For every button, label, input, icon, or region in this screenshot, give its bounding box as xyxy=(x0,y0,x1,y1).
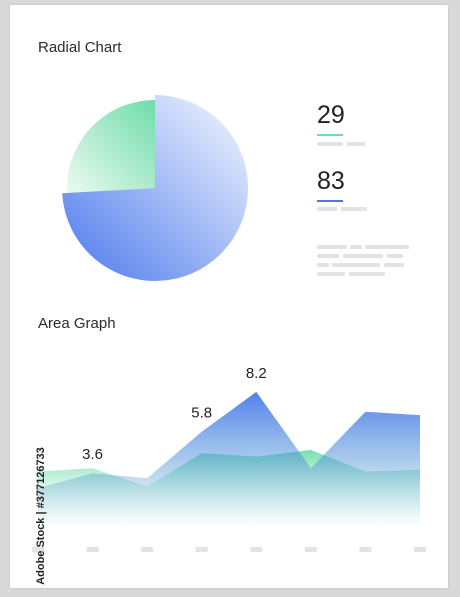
placeholder-text xyxy=(341,207,367,211)
data-label: 8.2 xyxy=(246,365,267,382)
x-tick-placeholder xyxy=(195,547,208,552)
stat-underline-blue xyxy=(317,200,343,202)
data-label: 5.8 xyxy=(191,405,212,422)
placeholder-text xyxy=(343,254,383,258)
placeholder-text xyxy=(347,142,365,146)
area-graph-title: Area Graph xyxy=(38,315,116,332)
x-tick-placeholder xyxy=(304,547,317,552)
stat-underline-green xyxy=(317,134,343,136)
x-tick-placeholder xyxy=(359,547,372,552)
placeholder-text xyxy=(317,245,347,249)
placeholder-text xyxy=(349,272,385,276)
stat-value-blue: 83 xyxy=(317,167,345,195)
chart-card: Radial Chart 29 83 Area Graph xyxy=(10,5,448,588)
pie-slice xyxy=(62,95,249,281)
placeholder-text xyxy=(317,263,329,267)
x-tick-placeholder xyxy=(141,547,154,552)
placeholder-text xyxy=(365,245,409,249)
data-label: 3.6 xyxy=(82,446,103,463)
pie-slice xyxy=(67,100,155,193)
placeholder-text xyxy=(317,272,345,276)
radial-chart xyxy=(62,95,249,281)
x-tick-placeholder xyxy=(86,547,99,552)
placeholder-text xyxy=(317,142,343,146)
placeholder-text xyxy=(317,254,339,258)
x-tick-placeholder xyxy=(414,547,426,552)
radial-chart-title: Radial Chart xyxy=(38,39,122,56)
placeholder-text xyxy=(387,254,403,258)
watermark-text: Adobe Stock | #377126733 xyxy=(34,447,47,585)
x-tick-placeholder xyxy=(250,547,263,552)
stat-value-green: 29 xyxy=(317,101,345,129)
area-graph: 3.6 5.8 8.2 xyxy=(32,365,426,552)
placeholder-text xyxy=(384,263,404,267)
placeholder-text xyxy=(332,263,380,267)
area-series xyxy=(38,391,420,528)
placeholder-text xyxy=(317,207,337,211)
x-tick-placeholder xyxy=(32,547,44,552)
placeholder-text xyxy=(350,245,362,249)
